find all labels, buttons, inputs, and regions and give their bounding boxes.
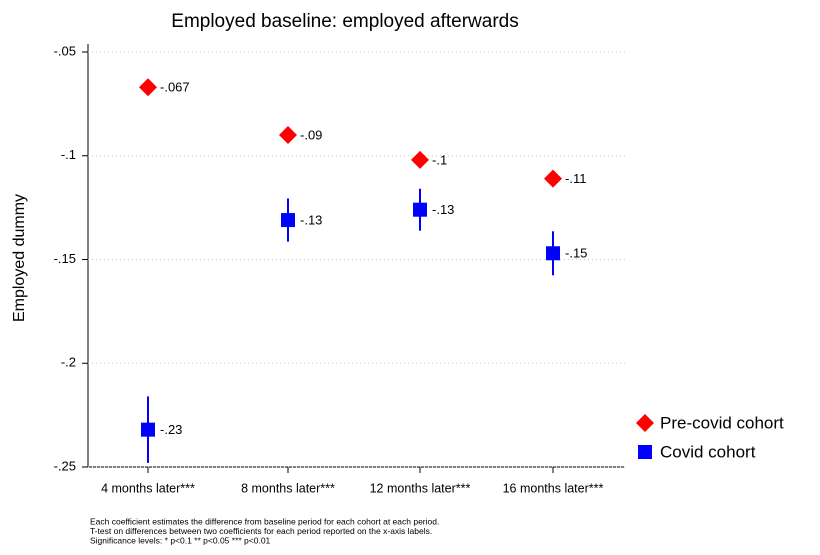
value-label: -.13	[300, 213, 322, 228]
footnote: Each coefficient estimates the differenc…	[90, 516, 439, 526]
x-tick-label: 8 months later***	[241, 481, 335, 495]
y-tick-label: -.2	[61, 355, 76, 370]
value-label: -.067	[160, 80, 190, 95]
x-tick-label: 4 months later***	[101, 481, 195, 495]
value-label: -.11	[565, 171, 586, 186]
value-label: -.23	[160, 422, 182, 437]
legend-marker	[636, 414, 654, 432]
y-tick-label: -.1	[61, 147, 76, 162]
data-point	[279, 126, 297, 144]
value-label: -.1	[432, 152, 447, 167]
data-point	[544, 169, 562, 188]
footnote: Significance levels: * p<0.1 ** p<0.05 *…	[90, 535, 271, 545]
y-tick-label: -.05	[54, 43, 76, 58]
legend-label: Covid cohort	[660, 442, 756, 461]
data-point	[139, 78, 157, 97]
data-point	[413, 202, 427, 217]
y-tick-label: -.15	[54, 251, 76, 266]
value-label: -.15	[565, 246, 587, 261]
data-point	[411, 150, 429, 169]
legend-label: Pre-covid cohort	[660, 413, 784, 432]
x-tick-label: 12 months later***	[370, 481, 471, 495]
data-point	[281, 213, 295, 228]
chart-title: Employed baseline: employed afterwards	[171, 11, 518, 32]
value-label: -.09	[300, 127, 322, 142]
data-point	[546, 246, 560, 261]
data-point	[141, 422, 155, 437]
y-tick-label: -.25	[54, 458, 76, 473]
x-tick-label: 16 months later***	[503, 481, 604, 495]
y-axis-label: Employed dummy	[11, 194, 28, 322]
legend-marker	[638, 445, 652, 459]
value-label: -.13	[432, 202, 454, 217]
footnote: T-test on differences between two coeffi…	[90, 526, 432, 536]
